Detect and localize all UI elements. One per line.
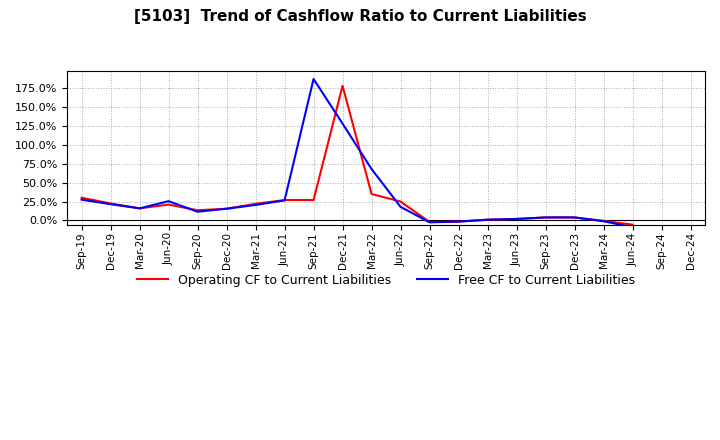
Operating CF to Current Liabilities: [512, 216, 521, 222]
Free CF to Current Liabilities: [222, 206, 231, 211]
Operating CF to Current Liabilities: [541, 215, 550, 220]
Operating CF to Current Liabilities: [222, 206, 231, 211]
Operating CF to Current Liabilities: [77, 195, 86, 200]
Operating CF to Current Liabilities: [193, 208, 202, 213]
Operating CF to Current Liabilities: [135, 206, 144, 211]
Free CF to Current Liabilities: [454, 219, 463, 224]
Line: Operating CF to Current Liabilities: Operating CF to Current Liabilities: [81, 86, 632, 225]
Operating CF to Current Liabilities: [454, 219, 463, 224]
Free CF to Current Liabilities: [251, 202, 260, 208]
Operating CF to Current Liabilities: [570, 215, 579, 220]
Operating CF to Current Liabilities: [251, 201, 260, 206]
Free CF to Current Liabilities: [426, 220, 434, 225]
Free CF to Current Liabilities: [570, 215, 579, 220]
Free CF to Current Liabilities: [135, 206, 144, 211]
Free CF to Current Liabilities: [164, 198, 173, 204]
Operating CF to Current Liabilities: [280, 198, 289, 203]
Free CF to Current Liabilities: [77, 197, 86, 202]
Text: [5103]  Trend of Cashflow Ratio to Current Liabilities: [5103] Trend of Cashflow Ratio to Curren…: [134, 9, 586, 24]
Line: Free CF to Current Liabilities: Free CF to Current Liabilities: [81, 79, 632, 227]
Free CF to Current Liabilities: [628, 225, 636, 230]
Operating CF to Current Liabilities: [483, 217, 492, 222]
Free CF to Current Liabilities: [483, 217, 492, 222]
Operating CF to Current Liabilities: [164, 202, 173, 207]
Free CF to Current Liabilities: [396, 204, 405, 209]
Free CF to Current Liabilities: [512, 216, 521, 222]
Free CF to Current Liabilities: [599, 219, 608, 224]
Free CF to Current Liabilities: [280, 198, 289, 203]
Operating CF to Current Liabilities: [628, 222, 636, 227]
Operating CF to Current Liabilities: [367, 191, 376, 197]
Free CF to Current Liabilities: [107, 202, 115, 207]
Free CF to Current Liabilities: [193, 209, 202, 214]
Free CF to Current Liabilities: [367, 166, 376, 172]
Operating CF to Current Liabilities: [426, 219, 434, 224]
Free CF to Current Liabilities: [309, 76, 318, 81]
Free CF to Current Liabilities: [338, 121, 347, 126]
Legend: Operating CF to Current Liabilities, Free CF to Current Liabilities: Operating CF to Current Liabilities, Fre…: [132, 269, 640, 292]
Operating CF to Current Liabilities: [599, 218, 608, 224]
Operating CF to Current Liabilities: [309, 198, 318, 203]
Operating CF to Current Liabilities: [396, 199, 405, 204]
Operating CF to Current Liabilities: [107, 201, 115, 206]
Operating CF to Current Liabilities: [338, 83, 347, 88]
Free CF to Current Liabilities: [541, 215, 550, 220]
